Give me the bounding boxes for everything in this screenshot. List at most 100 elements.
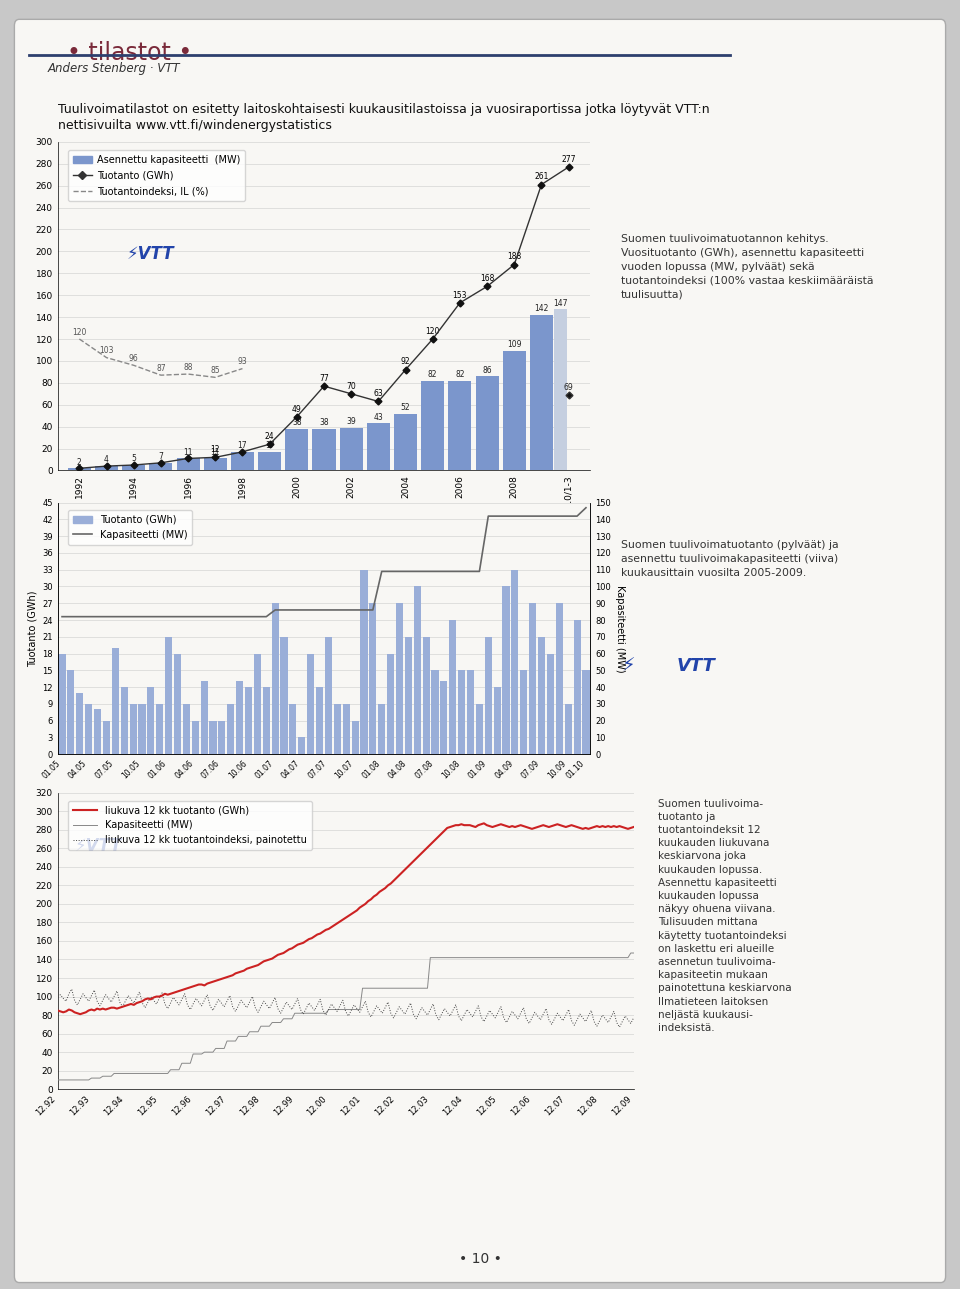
Text: 11: 11: [183, 447, 193, 456]
Bar: [122, 465, 145, 470]
Bar: [231, 452, 254, 470]
Text: 188: 188: [507, 253, 521, 262]
Bar: [529, 603, 537, 754]
Text: 261: 261: [535, 173, 549, 182]
Bar: [431, 670, 439, 754]
Text: 24: 24: [265, 432, 275, 441]
Bar: [502, 586, 510, 754]
Text: 38: 38: [292, 418, 301, 427]
Text: 82: 82: [455, 370, 465, 379]
Y-axis label: Tuotanto (GWh): Tuotanto (GWh): [28, 590, 37, 666]
Bar: [467, 670, 474, 754]
Bar: [156, 704, 163, 754]
Bar: [573, 620, 581, 754]
Legend: liukuva 12 kk tuotanto (GWh), Kapasiteetti (MW), liukuva 12 kk tuotantoindeksi, : liukuva 12 kk tuotanto (GWh), Kapasiteet…: [68, 800, 312, 849]
liukuva 12 kk tuotantoindeksi, painotettu: [613, 1020, 625, 1035]
liukuva 12 kk tuotanto (GWh): [75, 1007, 86, 1022]
Text: 43: 43: [373, 412, 383, 422]
Text: 63: 63: [373, 389, 383, 398]
Kapasiteetti (MW): [368, 981, 379, 996]
Bar: [201, 682, 207, 754]
Bar: [263, 687, 270, 754]
Kapasiteetti (MW): [402, 981, 414, 996]
Bar: [312, 429, 336, 470]
Text: nettisivuilta www.vtt.fi/windenergystatistics: nettisivuilta www.vtt.fi/windenergystati…: [58, 119, 331, 131]
Text: 7: 7: [158, 452, 163, 461]
liukuva 12 kk tuotanto (GWh): [128, 998, 139, 1013]
Bar: [370, 603, 376, 754]
Text: VTT: VTT: [677, 657, 715, 675]
Text: 120: 120: [72, 327, 86, 336]
Legend: Asennettu kapasiteetti  (MW), Tuotanto (GWh), Tuotantoindeksi, IL (%): Asennettu kapasiteetti (MW), Tuotanto (G…: [68, 150, 245, 201]
Kapasiteetti (MW): [413, 981, 424, 996]
Bar: [583, 670, 589, 754]
Text: 82: 82: [428, 370, 438, 379]
liukuva 12 kk tuotantoindeksi, painotettu: [52, 989, 63, 1004]
Bar: [512, 570, 518, 754]
Text: 92: 92: [400, 357, 410, 366]
Bar: [150, 463, 173, 470]
Bar: [236, 682, 243, 754]
Text: 69: 69: [564, 383, 573, 392]
Text: 4: 4: [104, 455, 109, 464]
Bar: [253, 654, 261, 754]
liukuva 12 kk tuotanto (GWh): [405, 856, 417, 871]
liukuva 12 kk tuotanto (GWh): [416, 846, 427, 861]
liukuva 12 kk tuotantoindeksi, painotettu: [405, 995, 417, 1011]
liukuva 12 kk tuotantoindeksi, painotettu: [128, 995, 139, 1011]
Bar: [458, 670, 466, 754]
FancyBboxPatch shape: [14, 19, 946, 1283]
Bar: [448, 380, 471, 470]
Kapasiteetti (MW): [442, 950, 453, 965]
Text: ⚡VTT: ⚡VTT: [127, 245, 175, 263]
Text: • tilastot •: • tilastot •: [67, 41, 192, 66]
Bar: [228, 704, 234, 754]
Text: 87: 87: [156, 363, 166, 373]
Text: 77: 77: [319, 374, 329, 383]
liukuva 12 kk tuotanto (GWh): [478, 816, 490, 831]
Bar: [343, 704, 349, 754]
Bar: [95, 467, 118, 470]
Bar: [493, 687, 501, 754]
Bar: [520, 670, 527, 754]
Bar: [334, 704, 341, 754]
Bar: [182, 704, 190, 754]
Text: ⚡VTT: ⚡VTT: [75, 837, 123, 855]
Bar: [414, 586, 420, 754]
Bar: [449, 620, 456, 754]
liukuva 12 kk tuotanto (GWh): [52, 1003, 63, 1018]
Text: 85: 85: [210, 366, 220, 375]
Bar: [165, 637, 172, 754]
Bar: [564, 704, 572, 754]
Text: Suomen tuulivoimatuotanto (pylväät) ja
asennettu tuulivoimakapasiteetti (viiva)
: Suomen tuulivoimatuotanto (pylväät) ja a…: [621, 540, 839, 579]
Bar: [204, 459, 227, 470]
Bar: [138, 704, 146, 754]
Bar: [503, 351, 526, 470]
liukuva 12 kk tuotantoindeksi, painotettu: [628, 1011, 639, 1026]
Bar: [67, 670, 75, 754]
Text: 147: 147: [553, 299, 567, 308]
Bar: [405, 637, 412, 754]
liukuva 12 kk tuotantoindeksi, painotettu: [444, 1008, 456, 1023]
Bar: [59, 654, 65, 754]
Bar: [387, 654, 395, 754]
Line: liukuva 12 kk tuotanto (GWh): liukuva 12 kk tuotanto (GWh): [58, 824, 634, 1014]
Text: 39: 39: [347, 418, 356, 427]
Text: 86: 86: [482, 366, 492, 375]
Text: 96: 96: [129, 354, 138, 363]
Text: 70: 70: [347, 382, 356, 391]
Bar: [121, 687, 128, 754]
Bar: [360, 570, 368, 754]
Bar: [421, 380, 444, 470]
Bar: [340, 428, 363, 470]
Bar: [245, 687, 252, 754]
Bar: [316, 687, 324, 754]
Bar: [147, 687, 155, 754]
Bar: [324, 637, 332, 754]
Bar: [307, 654, 314, 754]
Bar: [475, 376, 498, 470]
Text: 103: 103: [99, 347, 114, 356]
Bar: [192, 721, 199, 754]
Bar: [94, 709, 101, 754]
Bar: [258, 452, 281, 470]
